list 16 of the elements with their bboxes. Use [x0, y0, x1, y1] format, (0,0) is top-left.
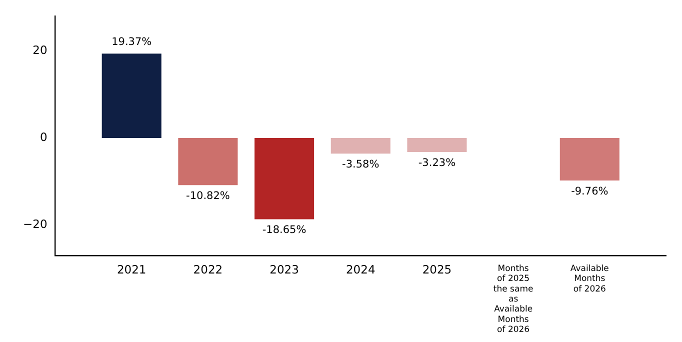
x-tick-label: Available Months of 2026 [570, 264, 609, 294]
data-label: -10.82% [186, 190, 230, 202]
y-tick-label: −20 [22, 217, 48, 232]
data-label: -3.23% [418, 157, 456, 170]
x-tick-label: 2021 [116, 262, 146, 276]
data-label: -18.65% [262, 224, 306, 236]
y-tick-label: 0 [40, 130, 48, 144]
y-tick-label: 20 [32, 42, 48, 57]
data-label: 19.37% [112, 36, 152, 48]
x-tick-label: 2022 [193, 262, 223, 276]
data-label: -3.58% [342, 158, 380, 171]
data-label: -9.76% [571, 185, 608, 198]
x-tick-label: 2023 [270, 262, 299, 276]
x-tick-label: 2024 [346, 262, 376, 276]
x-tick-label: 2025 [422, 262, 452, 276]
x-tick-label: Months of 2025 the same as Available Months of 2026 [493, 264, 534, 336]
